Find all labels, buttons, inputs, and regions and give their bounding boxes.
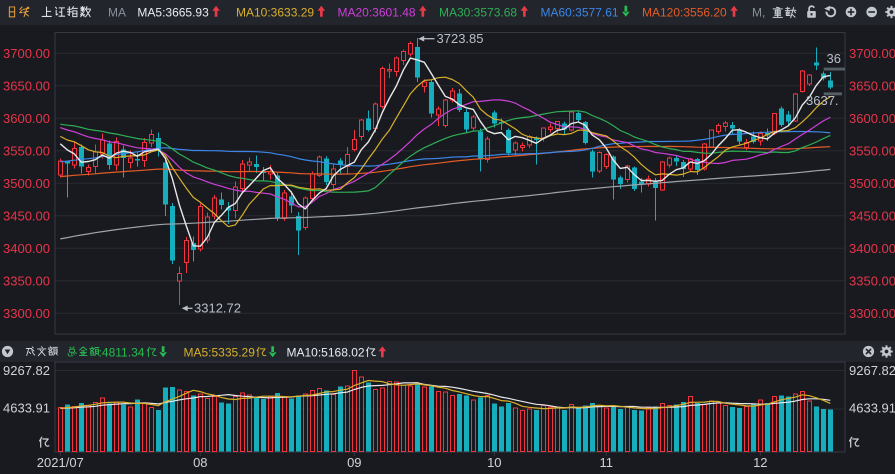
svg-text:08: 08 (193, 455, 207, 470)
svg-text:4633.91: 4633.91 (849, 401, 895, 416)
svg-text:10: 10 (487, 455, 501, 470)
svg-text:3300.00: 3300.00 (849, 306, 895, 321)
svg-text:MA30:3573.68: MA30:3573.68 (439, 6, 517, 20)
svg-text:3400.00: 3400.00 (3, 241, 50, 256)
svg-text:3500.00: 3500.00 (849, 176, 895, 191)
svg-text:9267.82: 9267.82 (849, 363, 895, 378)
svg-text:M,: M, (752, 6, 765, 20)
svg-text:11: 11 (600, 455, 614, 470)
svg-text:3550.00: 3550.00 (3, 143, 50, 158)
svg-text:3500.00: 3500.00 (3, 176, 50, 191)
svg-text:3300.00: 3300.00 (3, 306, 50, 321)
svg-text:3312.72: 3312.72 (194, 301, 241, 316)
svg-text:9267.82: 9267.82 (3, 363, 50, 378)
svg-text:3637.: 3637. (806, 93, 839, 108)
svg-text:3450.00: 3450.00 (849, 208, 895, 223)
svg-text:3723.85: 3723.85 (437, 31, 484, 46)
svg-text:09: 09 (347, 455, 361, 470)
svg-text:2021/07: 2021/07 (37, 455, 84, 470)
svg-text:MA10:5168.02: MA10:5168.02 (287, 346, 365, 360)
svg-text:36: 36 (827, 51, 841, 66)
svg-text:MA10:3633.29: MA10:3633.29 (236, 6, 314, 20)
svg-text:3700.00: 3700.00 (849, 46, 895, 61)
svg-text::4811.34: :4811.34 (99, 346, 145, 360)
svg-text:3450.00: 3450.00 (3, 208, 50, 223)
svg-text:MA120:3556.20: MA120:3556.20 (642, 6, 727, 20)
svg-text:4633.91: 4633.91 (3, 401, 50, 416)
svg-text:MA5:3665.93: MA5:3665.93 (137, 6, 209, 20)
svg-text:3600.00: 3600.00 (849, 111, 895, 126)
svg-text:3650.00: 3650.00 (3, 78, 50, 93)
svg-text:MA60:3577.61: MA60:3577.61 (541, 6, 619, 20)
svg-text:3700.00: 3700.00 (3, 46, 50, 61)
svg-text:MA5:5335.29: MA5:5335.29 (184, 346, 256, 360)
svg-text:MA: MA (108, 6, 126, 20)
svg-text:3650.00: 3650.00 (849, 78, 895, 93)
svg-text:MA20:3601.48: MA20:3601.48 (338, 6, 416, 20)
svg-text:3600.00: 3600.00 (3, 111, 50, 126)
svg-text:3400.00: 3400.00 (849, 241, 895, 256)
svg-text:12: 12 (753, 455, 767, 470)
svg-text:3350.00: 3350.00 (849, 273, 895, 288)
svg-text:3350.00: 3350.00 (3, 273, 50, 288)
svg-text:3550.00: 3550.00 (849, 143, 895, 158)
